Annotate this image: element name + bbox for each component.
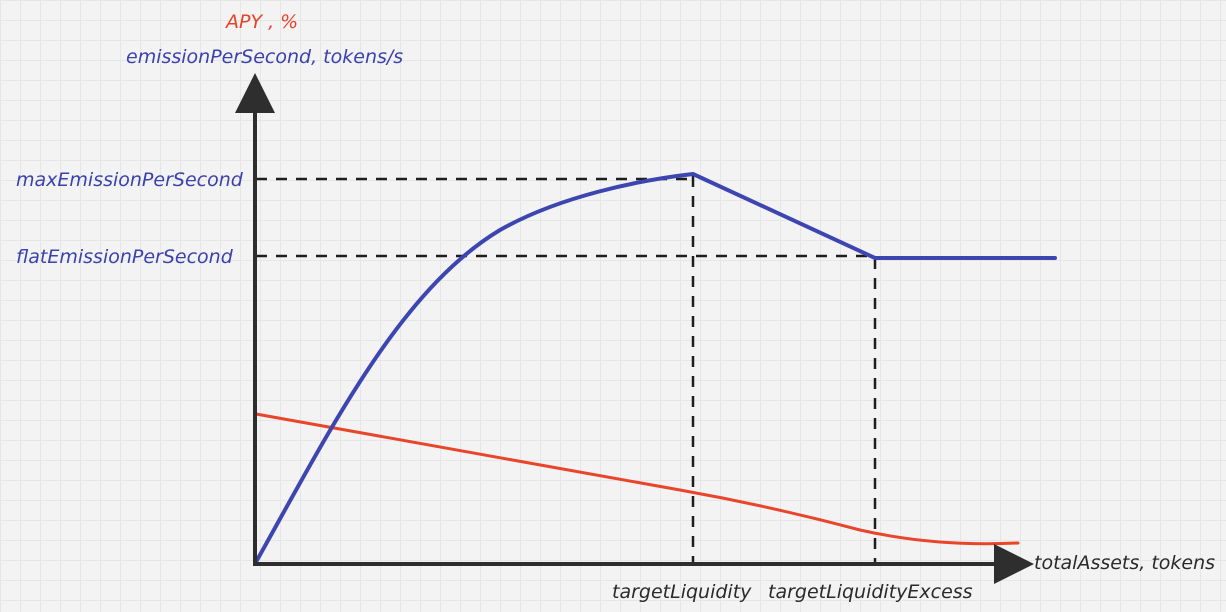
target-liquidity-label: targetLiquidity <box>612 581 752 603</box>
y-axis-emission-label: emissionPerSecond, tokens/s <box>126 46 403 68</box>
flat-emission-label: flatEmissionPerSecond <box>16 246 234 268</box>
max-emission-label: maxEmissionPerSecond <box>16 169 244 191</box>
apy-curve <box>254 412 1020 546</box>
emission-curve <box>254 172 1057 564</box>
y-axis-apy-label: APY , % <box>224 11 298 33</box>
target-liquidity-excess-label: targetLiquidityExcess <box>768 581 973 603</box>
x-axis-label: totalAssets, tokens <box>1034 552 1215 574</box>
